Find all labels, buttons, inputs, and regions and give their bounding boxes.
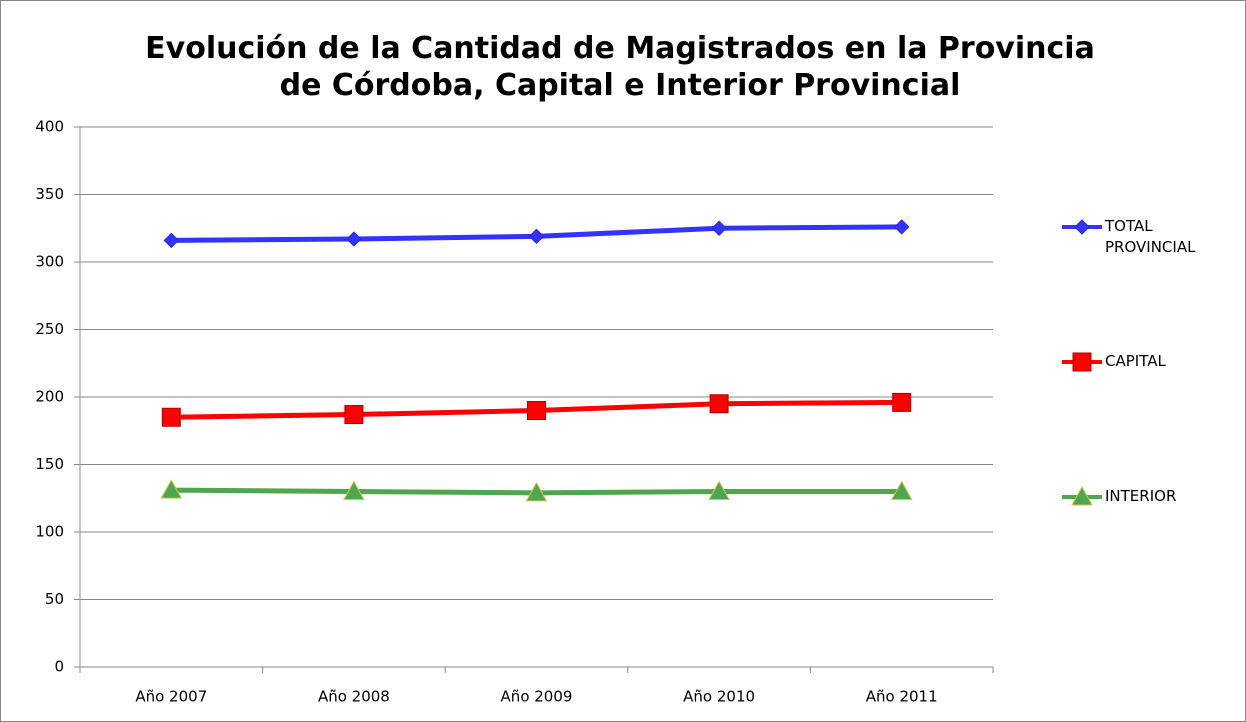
data-point <box>527 401 546 420</box>
y-tick-label: 50 <box>45 590 64 608</box>
chart-title: Evolución de la Cantidad de Magistrados … <box>145 31 1095 103</box>
data-point <box>709 394 729 414</box>
x-tick-label: Año 2008 <box>318 688 390 706</box>
y-tick-label: 250 <box>35 320 64 338</box>
data-point <box>160 479 183 499</box>
data-point <box>343 480 365 500</box>
legend-label: INTERIOR <box>1105 487 1177 505</box>
data-point <box>892 392 912 412</box>
x-tick-label: Año 2010 <box>683 688 755 706</box>
x-tick-label: Año 2011 <box>866 688 938 706</box>
legend-marker <box>1072 352 1092 372</box>
data-point <box>525 481 548 502</box>
data-point <box>344 405 364 425</box>
legend-label: TOTAL PROVINCIAL <box>1105 217 1196 256</box>
y-tick-label: 400 <box>35 118 64 136</box>
y-tick-label: 300 <box>35 253 64 271</box>
data-point <box>346 231 362 247</box>
x-tick-label: Año 2007 <box>135 688 207 706</box>
data-point <box>893 219 910 235</box>
y-tick-label: 150 <box>35 455 64 473</box>
data-point <box>161 407 181 427</box>
data-point <box>708 480 730 500</box>
x-tick-label: Año 2009 <box>501 688 573 706</box>
data-point <box>163 232 180 249</box>
data-point <box>711 220 727 236</box>
data-point <box>528 228 545 245</box>
y-tick-label: 100 <box>35 523 64 541</box>
y-tick-label: 0 <box>54 658 64 676</box>
y-tick-label: 200 <box>35 388 64 406</box>
legend-marker <box>1071 485 1093 506</box>
legend-marker <box>1074 219 1090 235</box>
data-point <box>890 480 913 500</box>
y-tick-label: 350 <box>35 185 64 203</box>
legend-label: CAPITAL <box>1105 352 1166 370</box>
